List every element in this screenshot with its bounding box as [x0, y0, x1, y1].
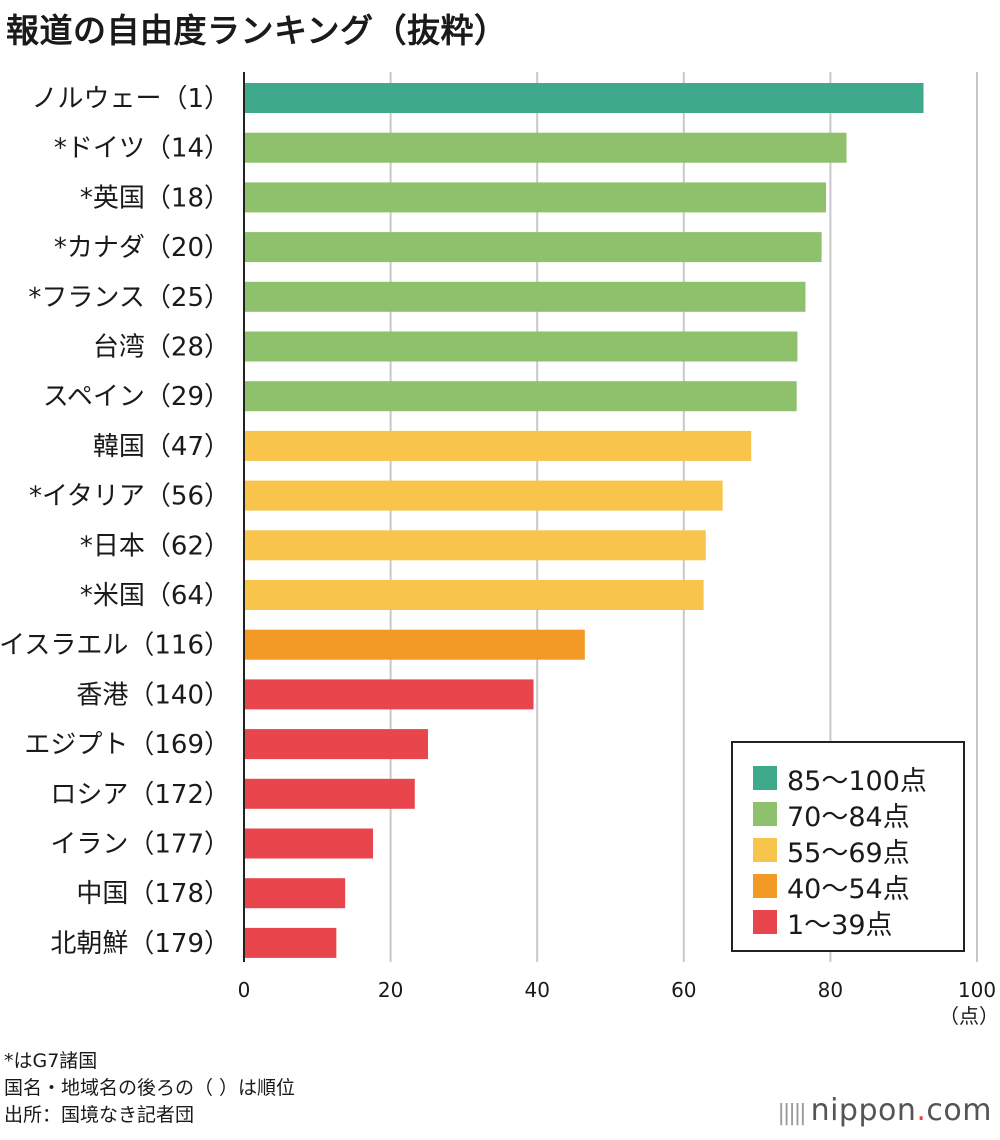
footnotes: *はG7諸国 国名・地域名の後ろの（ ）は順位 出所：国境なき記者団	[4, 1048, 295, 1129]
category-label: 台湾（28）	[93, 333, 230, 363]
bar	[244, 878, 346, 909]
category-label: イラン（177）	[50, 830, 230, 860]
legend-label: 55〜69点	[787, 837, 910, 869]
legend-item: 40〜54点	[753, 869, 910, 905]
legend-swatch	[753, 838, 777, 862]
bar	[244, 629, 585, 660]
brand-logo: ||||| nippon.com	[778, 1093, 993, 1128]
category-label: *英国（18）	[80, 183, 230, 213]
bar	[244, 530, 706, 561]
x-tick-label: 100	[958, 978, 996, 1002]
category-label: スペイン（29）	[43, 382, 230, 412]
x-tick-label: 0	[238, 978, 251, 1002]
legend-swatch	[753, 766, 777, 790]
category-label: *カナダ（20）	[54, 233, 230, 263]
legend-label: 85〜100点	[787, 765, 927, 797]
bar	[244, 679, 534, 710]
category-label: 香港（140）	[76, 680, 230, 710]
note-source: 出所：国境なき記者団	[4, 1104, 195, 1126]
bar	[244, 430, 752, 461]
legend-swatch	[753, 910, 777, 934]
category-label: *フランス（25）	[28, 283, 230, 313]
bar	[244, 828, 374, 859]
bar	[244, 182, 827, 213]
legend-swatch	[753, 874, 777, 898]
brand-suffix: com	[926, 1093, 992, 1128]
category-label: ノルウェー（1）	[31, 84, 230, 114]
legend-label: 70〜84点	[787, 801, 910, 833]
legend-item: 70〜84点	[753, 797, 910, 833]
x-tick-label: 20	[378, 978, 403, 1002]
bar	[244, 580, 704, 610]
legend-label: 40〜54点	[787, 873, 910, 905]
x-tick-label: 40	[524, 978, 549, 1002]
category-label: *日本（62）	[80, 531, 230, 561]
category-label: イスラエル（116）	[0, 631, 230, 661]
legend-item: 1〜39点	[753, 905, 893, 941]
x-tick-label: 80	[818, 978, 843, 1002]
bar	[244, 331, 798, 362]
bar	[244, 83, 924, 113]
category-label: *イタリア（56）	[29, 482, 230, 512]
bar	[244, 927, 337, 958]
category-label: 中国（178）	[76, 879, 230, 909]
bar	[244, 281, 806, 312]
bar-chart: ノルウェー（1） *ドイツ（14） *英国（18） *カナダ（20） *フランス（25）…	[0, 72, 999, 1028]
category-label: エジプト（169）	[24, 730, 230, 760]
legend-item: 85〜100点	[753, 761, 927, 797]
note-rank: 国名・地域名の後ろの（ ）は順位	[4, 1077, 296, 1099]
note-g7: *はG7諸国	[4, 1050, 98, 1072]
category-label: *米国（64）	[80, 581, 230, 611]
bar	[244, 778, 415, 809]
bar	[244, 232, 822, 263]
legend-label: 1〜39点	[787, 909, 893, 941]
sound-bars-icon: |||||	[777, 1101, 807, 1126]
legend: 85〜100点 70〜84点 55〜69点 40〜54点 1〜39点	[731, 741, 965, 952]
bar	[244, 381, 797, 412]
brand-name: nippon	[810, 1093, 917, 1128]
category-label: *ドイツ（14）	[54, 134, 230, 164]
x-unit-label: （点）	[939, 1004, 999, 1028]
category-label: 韓国（47）	[93, 432, 230, 462]
bar	[244, 480, 723, 511]
bar	[244, 132, 847, 163]
chart-title: 報道の自由度ランキング（抜粋）	[6, 11, 508, 50]
x-tick-label: 60	[671, 978, 696, 1002]
category-label: ロシア（172）	[50, 780, 230, 810]
brand-dot: .	[916, 1093, 927, 1128]
category-label: 北朝鮮（179）	[50, 929, 230, 959]
legend-swatch	[753, 802, 777, 826]
bar	[244, 729, 428, 760]
legend-item: 55〜69点	[753, 833, 910, 869]
